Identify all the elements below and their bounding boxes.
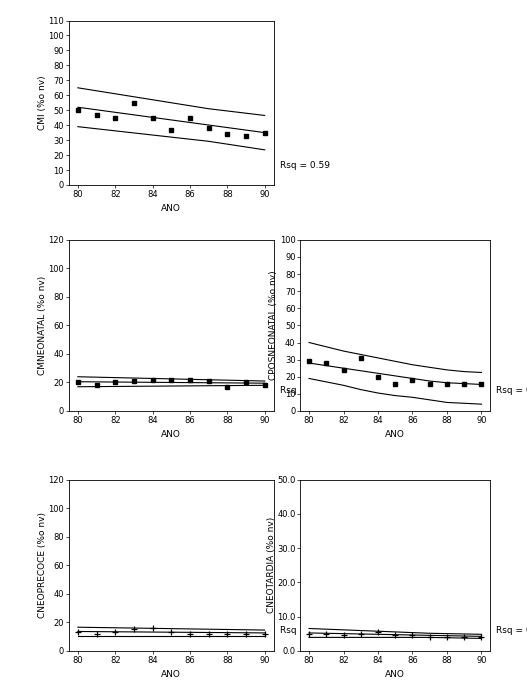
Y-axis label: CPOSNEONATAL (%o nv): CPOSNEONATAL (%o nv): [269, 271, 278, 380]
Text: Rsq = 0.59: Rsq = 0.59: [280, 161, 330, 170]
Text: Rsq = 0.01: Rsq = 0.01: [280, 386, 330, 395]
Text: Rsq = 0.61: Rsq = 0.61: [496, 386, 527, 395]
Text: Rsq = 0.04: Rsq = 0.04: [280, 625, 330, 635]
Y-axis label: CNEOPRECOCE (%o nv): CNEOPRECOCE (%o nv): [37, 512, 46, 618]
X-axis label: ANO: ANO: [161, 204, 181, 213]
Y-axis label: CMNEONATAL (%o nv): CMNEONATAL (%o nv): [37, 276, 46, 375]
X-axis label: ANO: ANO: [385, 670, 405, 679]
X-axis label: ANO: ANO: [161, 430, 181, 439]
X-axis label: ANO: ANO: [385, 430, 405, 439]
Text: Rsq = 0.65: Rsq = 0.65: [496, 625, 527, 635]
X-axis label: ANO: ANO: [161, 670, 181, 679]
Y-axis label: CNEOTARDIA (%o nv): CNEOTARDIA (%o nv): [267, 517, 276, 613]
Y-axis label: CMI (%o nv): CMI (%o nv): [37, 75, 46, 130]
